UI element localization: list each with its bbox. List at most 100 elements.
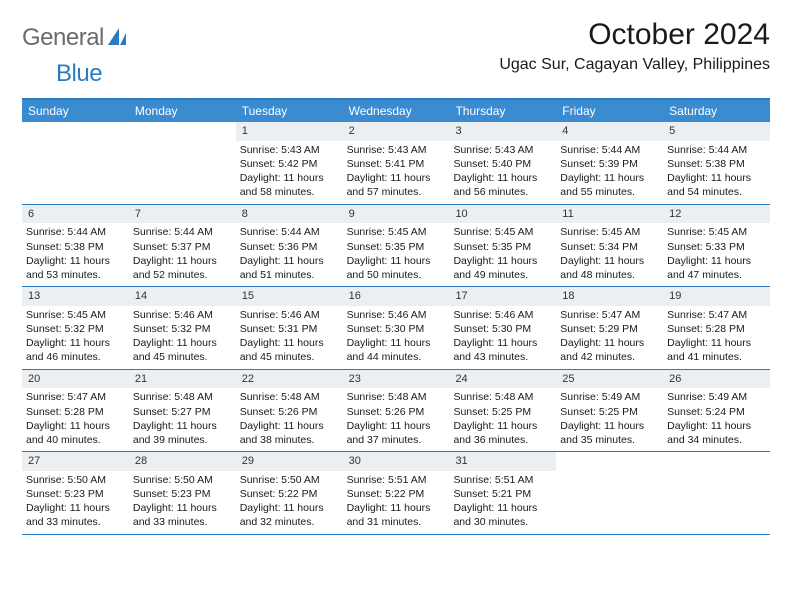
daylight-text: Daylight: 11 hours and 43 minutes. (453, 336, 552, 364)
day-number: 2 (343, 122, 450, 141)
month-title: October 2024 (499, 18, 770, 52)
day-number: 19 (663, 287, 770, 306)
day-body: Sunrise: 5:51 AMSunset: 5:21 PMDaylight:… (449, 471, 556, 534)
sunrise-text: Sunrise: 5:46 AM (240, 308, 339, 322)
day-number: 11 (556, 205, 663, 224)
day-header-friday: Friday (556, 100, 663, 122)
sunrise-text: Sunrise: 5:49 AM (667, 390, 766, 404)
sunset-text: Sunset: 5:24 PM (667, 405, 766, 419)
day-cell: 12Sunrise: 5:45 AMSunset: 5:33 PMDayligh… (663, 205, 770, 287)
day-number: 5 (663, 122, 770, 141)
sunset-text: Sunset: 5:31 PM (240, 322, 339, 336)
title-block: October 2024 Ugac Sur, Cagayan Valley, P… (499, 18, 770, 74)
day-cell: 9Sunrise: 5:45 AMSunset: 5:35 PMDaylight… (343, 205, 450, 287)
day-body: Sunrise: 5:46 AMSunset: 5:30 PMDaylight:… (343, 306, 450, 369)
day-number: 9 (343, 205, 450, 224)
daylight-text: Daylight: 11 hours and 45 minutes. (133, 336, 232, 364)
day-body: Sunrise: 5:46 AMSunset: 5:30 PMDaylight:… (449, 306, 556, 369)
sunset-text: Sunset: 5:38 PM (26, 240, 125, 254)
day-header-wednesday: Wednesday (343, 100, 450, 122)
day-number: 14 (129, 287, 236, 306)
day-number: 18 (556, 287, 663, 306)
sunrise-text: Sunrise: 5:45 AM (667, 225, 766, 239)
day-header-row: SundayMondayTuesdayWednesdayThursdayFrid… (22, 100, 770, 122)
brand-part2: Blue (56, 60, 102, 88)
day-cell: 13Sunrise: 5:45 AMSunset: 5:32 PMDayligh… (22, 287, 129, 369)
day-number: 22 (236, 370, 343, 389)
sunset-text: Sunset: 5:22 PM (240, 487, 339, 501)
day-body: Sunrise: 5:48 AMSunset: 5:27 PMDaylight:… (129, 388, 236, 451)
daylight-text: Daylight: 11 hours and 55 minutes. (560, 171, 659, 199)
day-body: Sunrise: 5:48 AMSunset: 5:26 PMDaylight:… (236, 388, 343, 451)
day-body: Sunrise: 5:44 AMSunset: 5:37 PMDaylight:… (129, 223, 236, 286)
brand-logo: General (22, 18, 132, 52)
daylight-text: Daylight: 11 hours and 44 minutes. (347, 336, 446, 364)
daylight-text: Daylight: 11 hours and 34 minutes. (667, 419, 766, 447)
sunrise-text: Sunrise: 5:44 AM (240, 225, 339, 239)
sunrise-text: Sunrise: 5:44 AM (26, 225, 125, 239)
day-cell: 14Sunrise: 5:46 AMSunset: 5:32 PMDayligh… (129, 287, 236, 369)
day-cell: 22Sunrise: 5:48 AMSunset: 5:26 PMDayligh… (236, 370, 343, 452)
day-cell: 24Sunrise: 5:48 AMSunset: 5:25 PMDayligh… (449, 370, 556, 452)
day-cell (22, 122, 129, 204)
sunset-text: Sunset: 5:22 PM (347, 487, 446, 501)
daylight-text: Daylight: 11 hours and 53 minutes. (26, 254, 125, 282)
sunrise-text: Sunrise: 5:51 AM (453, 473, 552, 487)
day-number: 3 (449, 122, 556, 141)
day-cell: 20Sunrise: 5:47 AMSunset: 5:28 PMDayligh… (22, 370, 129, 452)
sunset-text: Sunset: 5:39 PM (560, 157, 659, 171)
day-cell (663, 452, 770, 534)
sunrise-text: Sunrise: 5:43 AM (240, 143, 339, 157)
week-row: 20Sunrise: 5:47 AMSunset: 5:28 PMDayligh… (22, 370, 770, 453)
daylight-text: Daylight: 11 hours and 42 minutes. (560, 336, 659, 364)
daylight-text: Daylight: 11 hours and 35 minutes. (560, 419, 659, 447)
day-body: Sunrise: 5:47 AMSunset: 5:29 PMDaylight:… (556, 306, 663, 369)
day-cell: 25Sunrise: 5:49 AMSunset: 5:25 PMDayligh… (556, 370, 663, 452)
sunrise-text: Sunrise: 5:46 AM (133, 308, 232, 322)
sunset-text: Sunset: 5:41 PM (347, 157, 446, 171)
sunset-text: Sunset: 5:30 PM (453, 322, 552, 336)
daylight-text: Daylight: 11 hours and 39 minutes. (133, 419, 232, 447)
sunrise-text: Sunrise: 5:43 AM (347, 143, 446, 157)
sunrise-text: Sunrise: 5:45 AM (26, 308, 125, 322)
day-cell: 23Sunrise: 5:48 AMSunset: 5:26 PMDayligh… (343, 370, 450, 452)
day-body: Sunrise: 5:48 AMSunset: 5:26 PMDaylight:… (343, 388, 450, 451)
day-body: Sunrise: 5:50 AMSunset: 5:23 PMDaylight:… (22, 471, 129, 534)
daylight-text: Daylight: 11 hours and 47 minutes. (667, 254, 766, 282)
day-body: Sunrise: 5:43 AMSunset: 5:42 PMDaylight:… (236, 141, 343, 204)
day-number: 10 (449, 205, 556, 224)
sunrise-text: Sunrise: 5:48 AM (240, 390, 339, 404)
daylight-text: Daylight: 11 hours and 36 minutes. (453, 419, 552, 447)
sunset-text: Sunset: 5:28 PM (667, 322, 766, 336)
day-cell: 1Sunrise: 5:43 AMSunset: 5:42 PMDaylight… (236, 122, 343, 204)
daylight-text: Daylight: 11 hours and 57 minutes. (347, 171, 446, 199)
day-cell: 15Sunrise: 5:46 AMSunset: 5:31 PMDayligh… (236, 287, 343, 369)
sunset-text: Sunset: 5:32 PM (26, 322, 125, 336)
day-cell: 16Sunrise: 5:46 AMSunset: 5:30 PMDayligh… (343, 287, 450, 369)
day-body: Sunrise: 5:44 AMSunset: 5:39 PMDaylight:… (556, 141, 663, 204)
sunrise-text: Sunrise: 5:50 AM (26, 473, 125, 487)
day-cell: 3Sunrise: 5:43 AMSunset: 5:40 PMDaylight… (449, 122, 556, 204)
week-row: 6Sunrise: 5:44 AMSunset: 5:38 PMDaylight… (22, 205, 770, 288)
logo-sail-icon (108, 28, 130, 51)
daylight-text: Daylight: 11 hours and 46 minutes. (26, 336, 125, 364)
sunrise-text: Sunrise: 5:45 AM (347, 225, 446, 239)
location: Ugac Sur, Cagayan Valley, Philippines (499, 56, 770, 74)
sunset-text: Sunset: 5:26 PM (240, 405, 339, 419)
sunrise-text: Sunrise: 5:48 AM (347, 390, 446, 404)
day-body: Sunrise: 5:48 AMSunset: 5:25 PMDaylight:… (449, 388, 556, 451)
sunrise-text: Sunrise: 5:47 AM (26, 390, 125, 404)
daylight-text: Daylight: 11 hours and 51 minutes. (240, 254, 339, 282)
sunset-text: Sunset: 5:26 PM (347, 405, 446, 419)
day-cell: 6Sunrise: 5:44 AMSunset: 5:38 PMDaylight… (22, 205, 129, 287)
day-header-saturday: Saturday (663, 100, 770, 122)
daylight-text: Daylight: 11 hours and 50 minutes. (347, 254, 446, 282)
day-cell: 18Sunrise: 5:47 AMSunset: 5:29 PMDayligh… (556, 287, 663, 369)
sunset-text: Sunset: 5:42 PM (240, 157, 339, 171)
sunset-text: Sunset: 5:23 PM (133, 487, 232, 501)
day-body: Sunrise: 5:44 AMSunset: 5:38 PMDaylight:… (22, 223, 129, 286)
day-number: 1 (236, 122, 343, 141)
brand-part1: General (22, 24, 104, 52)
daylight-text: Daylight: 11 hours and 38 minutes. (240, 419, 339, 447)
day-cell: 28Sunrise: 5:50 AMSunset: 5:23 PMDayligh… (129, 452, 236, 534)
